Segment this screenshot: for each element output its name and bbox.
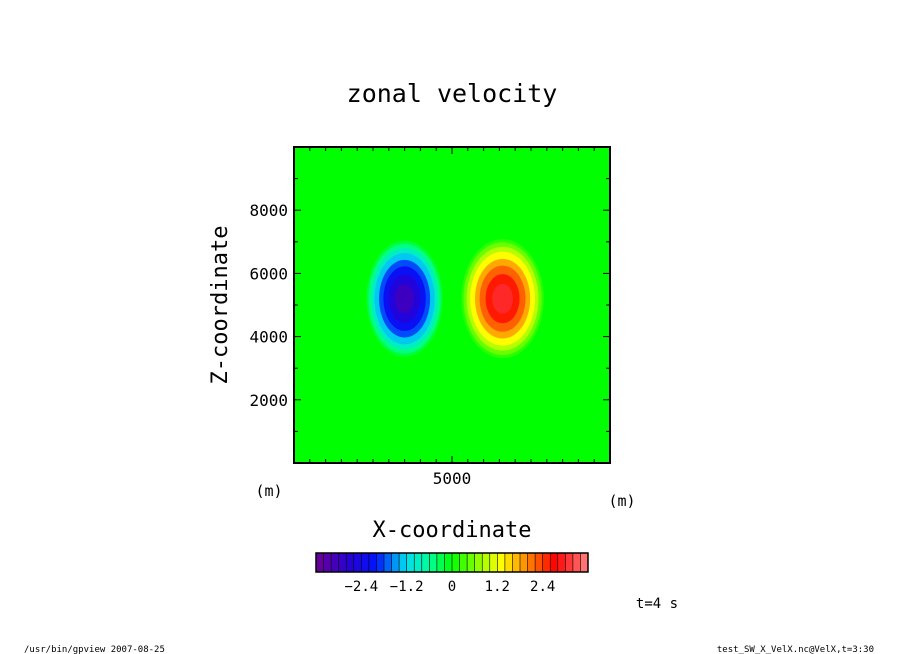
colorbar-cell [520,553,528,572]
colorbar-tick-label: 2.4 [530,579,555,595]
colorbar-tick-label: 0 [448,579,456,595]
footer-left: /usr/bin/gpview 2007-08-25 [24,645,165,654]
x-tick-labels: 5000 [433,469,472,488]
colorbar-cell [444,553,453,572]
colorbar-ticks: −2.4 −1.2 0 1.2 2.4 [344,579,555,595]
x-tick-label: 5000 [433,469,472,488]
colorbar-cell [452,553,460,572]
colorbar-cells [316,553,589,572]
colorbar-cell [323,553,332,572]
x-units-label: (m) [608,492,635,510]
colorbar-cell [346,553,355,572]
colorbar-frame [315,552,589,573]
colorbar-cell [489,553,498,572]
colorbar-tick-label: −2.4 [344,579,378,595]
colorbar-cell [384,553,392,572]
colorbar-cell [474,553,483,572]
x-axis-label: X-coordinate [373,518,532,543]
colorbar-cell [467,553,475,572]
colorbar-cell [391,553,400,572]
colorbar-cell [316,553,324,572]
colorbar-cell [338,553,347,572]
colorbar-tick-label: −1.2 [390,579,424,595]
colorbar-cell [527,553,536,572]
colorbar-cell [572,553,581,572]
colorbar-cell [497,553,506,572]
colorbar-cell [368,553,377,572]
colorbar-cell [482,553,491,572]
y-units-label: (m) [255,482,282,500]
field-layer [366,239,544,359]
plot-background [294,147,610,463]
colorbar-cell [512,553,521,572]
colorbar: −2.4 −1.2 0 1.2 2.4 [315,552,589,595]
colorbar-cell [565,553,574,572]
colorbar-cell [421,553,430,572]
colorbar-tick-label: 1.2 [485,579,510,595]
colorbar-cell [331,553,339,572]
colorbar-cell [459,553,468,572]
negative-contour-band [394,284,415,314]
y-tick-label: 8000 [249,201,288,220]
colorbar-cell [376,553,385,572]
colorbar-cell [550,553,559,572]
colorbar-cell [406,553,415,572]
colorbar-cell [399,553,407,572]
colorbar-cell [542,553,551,572]
colorbar-cell [361,553,370,572]
time-annotation: t=4 s [636,596,678,612]
y-tick-label: 4000 [249,328,288,347]
colorbar-cell [535,553,543,572]
y-tick-labels: 2000 4000 6000 8000 [249,201,288,410]
colorbar-cell [557,553,566,572]
y-axis-label: Z-coordinate [208,226,233,385]
colorbar-cell [414,553,423,572]
plot-area [293,146,611,464]
colorbar-cell [580,553,589,572]
colorbar-cell [429,553,438,572]
y-tick-label: 2000 [249,391,288,410]
tick-layer [294,147,610,463]
chart-title: zonal velocity [347,79,558,108]
y-tick-label: 6000 [249,264,288,283]
colorbar-cell [436,553,445,572]
colorbar-cell [504,553,513,572]
positive-contour-band [492,283,513,314]
footer-right: test_SW_X_VelX.nc@VelX,t=3:30 [717,645,874,654]
colorbar-cell [353,553,362,572]
